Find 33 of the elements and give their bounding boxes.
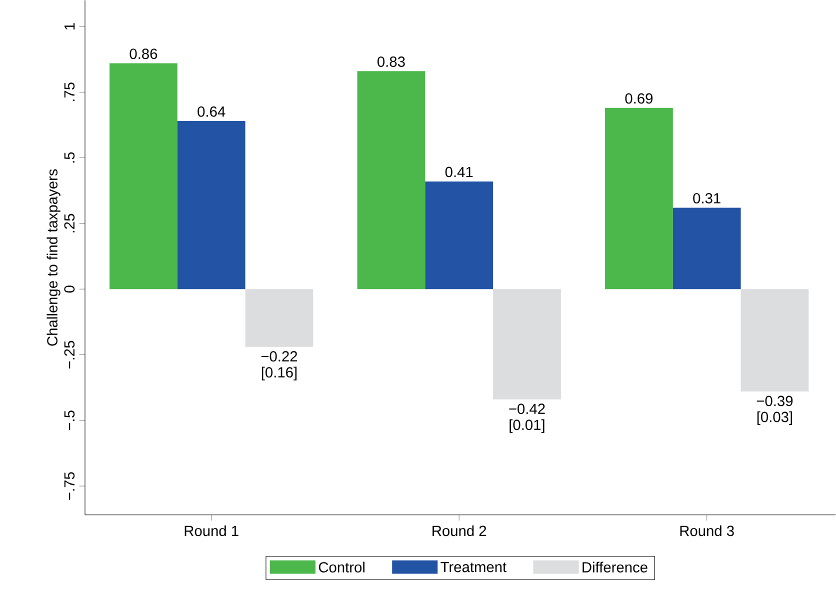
y-axis-title: Challenge to find taxpayers xyxy=(46,169,60,346)
data-label: 0.86 xyxy=(130,48,158,60)
bar xyxy=(493,289,561,400)
data-label: 0.64 xyxy=(198,106,226,117)
data-label: 0.83 xyxy=(378,56,405,67)
y-tick-label: 0 xyxy=(64,286,75,293)
bar xyxy=(245,289,314,347)
data-label: −0.42 [0.01] xyxy=(509,404,545,433)
x-tick-label: Round 3 xyxy=(680,525,734,536)
data-label: 0.41 xyxy=(445,166,473,178)
bar xyxy=(357,71,426,290)
x-tick-label: Round 2 xyxy=(432,525,486,536)
bar xyxy=(177,121,246,290)
bar xyxy=(672,208,741,290)
legend-label: Control xyxy=(318,562,364,572)
x-tick-label: Round 1 xyxy=(184,525,238,536)
bar xyxy=(740,289,809,392)
y-tick-label: .25 xyxy=(64,214,75,232)
bar xyxy=(605,108,673,290)
y-tick-label: 1 xyxy=(64,23,75,30)
bar xyxy=(425,181,494,290)
data-label: −0.39 [0.03] xyxy=(756,396,793,426)
data-label: 0.31 xyxy=(693,193,720,204)
y-tick-label: .5 xyxy=(64,152,75,163)
data-label: 0.69 xyxy=(625,93,653,104)
bar xyxy=(110,63,178,290)
y-tick-label: −.75 xyxy=(64,472,75,500)
legend-label: Difference xyxy=(582,562,648,572)
y-tick-label: −.5 xyxy=(64,410,75,430)
y-tick-label: .75 xyxy=(64,82,75,102)
data-label: −0.22 [0.16] xyxy=(261,351,298,380)
y-tick-label: −.25 xyxy=(64,340,75,369)
legend-label: Treatment xyxy=(440,562,506,572)
